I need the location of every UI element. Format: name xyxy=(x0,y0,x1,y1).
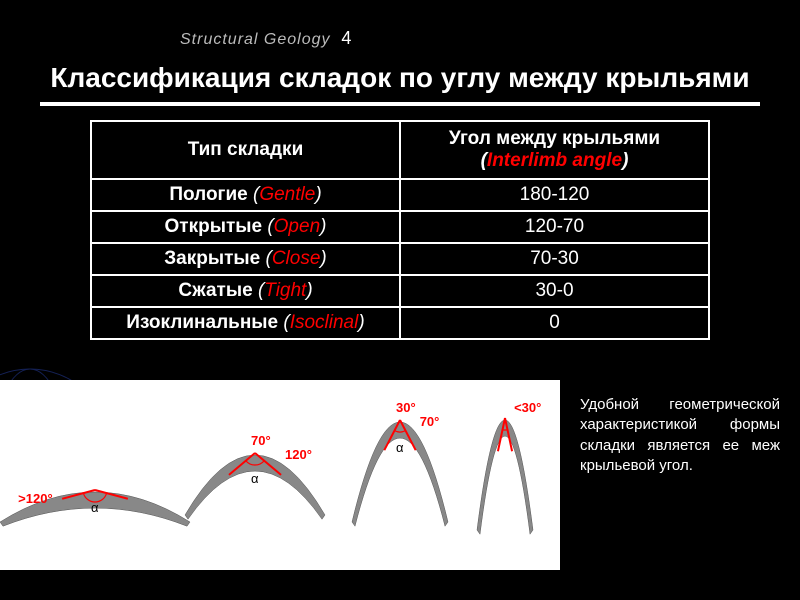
col-header-angle: Угол между крыльями (Interlimb angle) xyxy=(400,121,709,179)
side-note: Удобной геометрической характеристикой ф… xyxy=(580,395,780,476)
table-row: Сжатые (Tight)30-0 xyxy=(91,275,709,307)
col-header-type: Тип складки xyxy=(91,121,400,179)
table-row: Открытые (Open)120-70 xyxy=(91,211,709,243)
angle-label: 30° xyxy=(396,400,416,415)
cell-angle: 0 xyxy=(400,307,709,339)
cell-type: Изоклинальные (Isoclinal) xyxy=(91,307,400,339)
cell-angle: 180-120 xyxy=(400,179,709,211)
angle-label: 70° xyxy=(420,414,440,429)
cell-angle: 70-30 xyxy=(400,243,709,275)
alpha-symbol: α xyxy=(251,471,259,486)
cell-angle: 120-70 xyxy=(400,211,709,243)
course-number: 4 xyxy=(341,28,352,48)
angle-label: <30° xyxy=(514,400,541,415)
slide-title: Классификация складок по углу между крыл… xyxy=(0,62,800,94)
cell-angle: 30-0 xyxy=(400,275,709,307)
angle-label: 120° xyxy=(285,447,312,462)
fold-shape xyxy=(477,420,533,534)
fold-shape xyxy=(352,422,448,526)
table-header-row: Тип складки Угол между крыльями (Interli… xyxy=(91,121,709,179)
cell-type: Пологие (Gentle) xyxy=(91,179,400,211)
col-header-angle-ru: Угол между крыльями xyxy=(449,128,660,149)
angle-label: 70° xyxy=(251,433,271,448)
classification-table: Тип складки Угол между крыльями (Interli… xyxy=(90,120,710,340)
cell-type: Открытые (Open) xyxy=(91,211,400,243)
alpha-symbol: α xyxy=(91,500,99,515)
col-header-angle-en: (Interlimb angle) xyxy=(409,150,700,172)
table-row: Изоклинальные (Isoclinal)0 xyxy=(91,307,709,339)
table-row: Закрытые (Close)70-30 xyxy=(91,243,709,275)
table-row: Пологие (Gentle)180-120 xyxy=(91,179,709,211)
angle-label: >120° xyxy=(18,491,52,506)
course-name: Structural Geology xyxy=(180,31,331,48)
cell-type: Закрытые (Close) xyxy=(91,243,400,275)
title-underline xyxy=(40,102,760,106)
alpha-symbol: α xyxy=(396,440,404,455)
course-header: Structural Geology 4 xyxy=(180,28,352,49)
cell-type: Сжатые (Tight) xyxy=(91,275,400,307)
fold-diagram: >120° α 120° 70° α 70° 30° α <30° xyxy=(0,380,560,570)
col-header-type-text: Тип складки xyxy=(188,139,304,160)
